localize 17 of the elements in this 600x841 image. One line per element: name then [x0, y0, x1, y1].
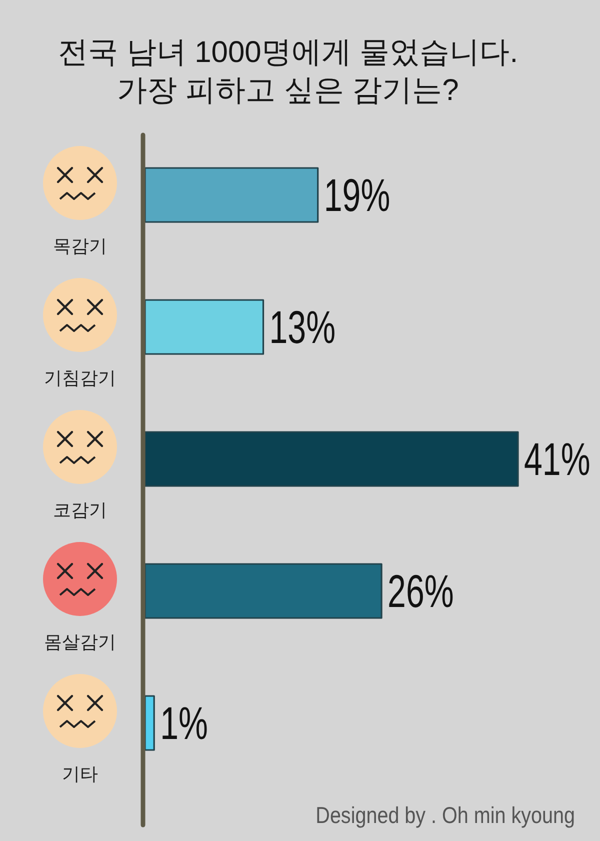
bar — [144, 431, 519, 487]
data-label: 41% — [524, 434, 590, 486]
data-label: 19% — [324, 170, 390, 222]
bar — [144, 563, 382, 619]
y-tick-label: 기침감기 — [44, 368, 116, 388]
bar — [144, 299, 264, 355]
y-tick-label: 몸살감기 — [44, 632, 116, 652]
y-tick-label: 기타 — [62, 764, 98, 784]
bar — [144, 695, 155, 751]
chart-title: 전국 남녀 1000명에게 물었습니다. 가장 피하고 싶은 감기는? — [58, 36, 518, 107]
data-label: 13% — [269, 302, 336, 354]
y-tick-label: 코감기 — [53, 500, 107, 520]
annotation: Designed by . Oh min kyoung — [316, 802, 575, 828]
data-label: 26% — [388, 566, 454, 618]
data-label: 1% — [160, 698, 208, 750]
y-tick-label: 목감기 — [53, 236, 107, 256]
bar — [144, 167, 319, 223]
